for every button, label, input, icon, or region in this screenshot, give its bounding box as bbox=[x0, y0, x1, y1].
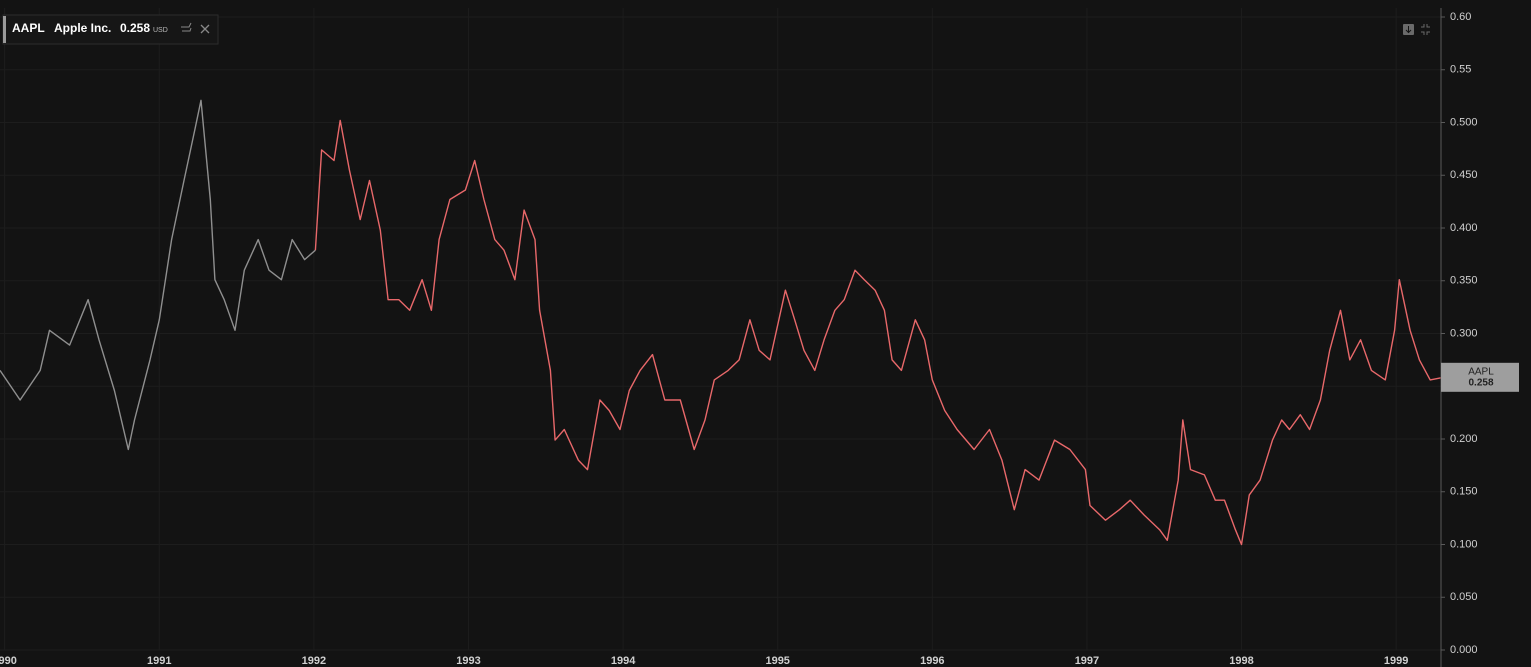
price-lines bbox=[0, 99, 1442, 546]
y-tick-label: 0.200 bbox=[1450, 433, 1478, 445]
price-line bbox=[0, 99, 316, 451]
symbol-header: AAPL Apple Inc. 0.258 USD bbox=[2, 14, 219, 45]
x-tick-label: 1999 bbox=[1384, 655, 1408, 667]
header-accent bbox=[3, 16, 6, 43]
y-tick-label: 0.450 bbox=[1450, 169, 1478, 181]
settings-icon[interactable] bbox=[181, 22, 192, 32]
download-icon bbox=[1405, 26, 1412, 34]
symbol: AAPL bbox=[12, 21, 45, 35]
y-tick-label: 0.000 bbox=[1450, 644, 1478, 656]
last-price: 0.258 bbox=[120, 21, 150, 35]
y-tick-label: 0.100 bbox=[1450, 538, 1478, 550]
x-tick-label: 1992 bbox=[302, 655, 326, 667]
close-button[interactable] bbox=[200, 24, 210, 34]
y-tick-label: 0.500 bbox=[1450, 116, 1478, 128]
x-tick-label: 1996 bbox=[920, 655, 944, 667]
price-tag-symbol: AAPL bbox=[1468, 366, 1494, 377]
grid bbox=[0, 8, 1441, 651]
x-tick-label: 1993 bbox=[456, 655, 480, 667]
company-name: Apple Inc. bbox=[54, 21, 111, 35]
y-tick-label: 0.350 bbox=[1450, 275, 1478, 287]
x-tick-label: 1995 bbox=[765, 655, 789, 667]
x-tick-label: 1994 bbox=[611, 655, 636, 667]
price-line bbox=[314, 119, 1442, 546]
price-tag-box bbox=[1441, 362, 1519, 392]
price-tag-price: 0.258 bbox=[1468, 377, 1493, 388]
currency: USD bbox=[153, 27, 168, 34]
y-tick-label: 0.55 bbox=[1450, 64, 1471, 76]
x-tick-label: 1990 bbox=[0, 655, 17, 667]
y-tick-label: 0.400 bbox=[1450, 222, 1478, 234]
y-tick-label: 0.60 bbox=[1450, 11, 1471, 23]
collapse-button[interactable] bbox=[1421, 24, 1430, 35]
toolbar bbox=[1403, 24, 1430, 35]
y-tick-label: 0.050 bbox=[1450, 591, 1478, 603]
y-tick-label: 0.150 bbox=[1450, 486, 1478, 498]
x-tick-label: 1997 bbox=[1075, 655, 1099, 667]
y-tick-label: 0.300 bbox=[1450, 327, 1478, 339]
x-tick-label: 1991 bbox=[147, 655, 171, 667]
x-tick-label: 1998 bbox=[1229, 655, 1253, 667]
